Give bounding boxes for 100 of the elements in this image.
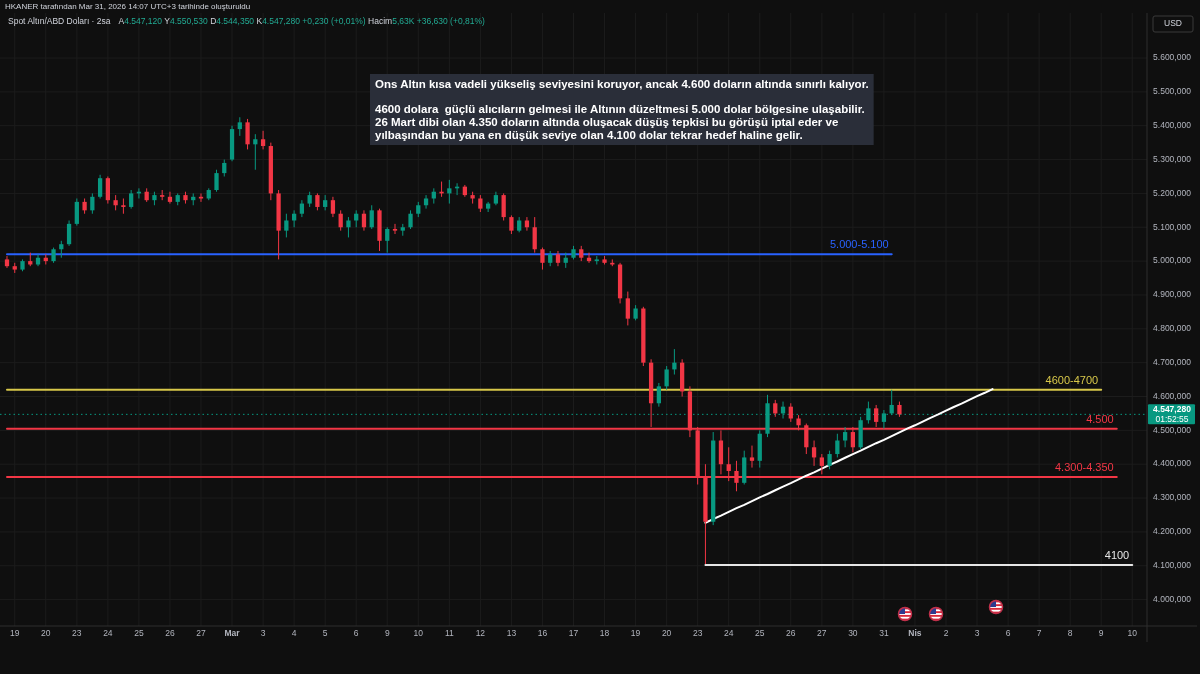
y-tick-label: 4.000,000: [1153, 593, 1192, 604]
line-series: [704, 388, 994, 524]
x-tick-label: 10: [1127, 628, 1138, 639]
x-tick-label: 26: [786, 628, 796, 639]
candlestick: [284, 213, 289, 238]
x-tick-label: 23: [692, 628, 703, 639]
text: A4.547,120 Y4.550,530 D4.544,350 K4.547,280 +0,230 (+0,01%) Hacim5,63K +36,630 (+0,81%): [118, 16, 485, 27]
y-tick-label: 4.700,000: [1153, 356, 1192, 367]
series-label: 4100: [1104, 549, 1130, 562]
candlestick: [214, 169, 219, 193]
y-tick-label: 4.800,000: [1153, 323, 1192, 334]
x-tick-label: 12: [475, 628, 486, 639]
candlestick: [392, 223, 398, 235]
candlestick: [835, 433, 840, 458]
candlestick: [385, 226, 390, 254]
candlestick: [369, 204, 374, 230]
series-label: 4.300-4.350: [1055, 461, 1114, 474]
y-tick-label: 4.200,000: [1153, 526, 1192, 537]
y-tick-label: 4.100,000: [1153, 560, 1192, 570]
y-tick-label: 5.300,000: [1153, 153, 1192, 164]
x-tick-label: 2: [943, 628, 949, 639]
candlestick: [672, 348, 677, 375]
candlestick: [330, 196, 336, 218]
x-tick-label: 23: [72, 628, 82, 639]
x-tick-label: 25: [134, 628, 144, 639]
x-tick-label: 4: [291, 628, 297, 639]
candlestick: [361, 209, 367, 232]
candlestick: [486, 201, 491, 213]
text: HKANER tarafından Mar 31, 2026 14:07 UTC+3 tarihinde oluşturuldu: [5, 2, 251, 12]
x-tick-label: 7: [1036, 628, 1042, 639]
y-tick-label: 5.500,000: [1153, 86, 1192, 97]
x-tick-label: 24: [723, 628, 734, 639]
x-tick-label: 30: [848, 628, 858, 639]
y-axis-title: USD: [1164, 18, 1182, 29]
candlestick: [66, 219, 72, 247]
y-tick-label: 5.000,000: [1153, 255, 1192, 266]
x-tick-label: 3: [260, 628, 266, 639]
x-tick-label: 19: [10, 628, 20, 639]
x-tick-label: 17: [568, 628, 579, 639]
candlestick: [532, 216, 537, 254]
chart-title: Spot Altın/ABD Doları · 2sa: [8, 16, 111, 27]
candlestick: [540, 247, 545, 271]
x-tick-label: 19: [630, 628, 641, 639]
x-tick-label: 24: [103, 628, 113, 639]
x-tick-label: 27: [817, 628, 827, 639]
candlestick: [408, 209, 413, 230]
candlestick: [167, 191, 173, 205]
x-tick-label: 10: [413, 628, 424, 639]
candlestick: [97, 174, 103, 199]
candlestick: [245, 118, 250, 150]
x-tick-label: 27: [196, 628, 206, 639]
candlestick: [524, 216, 530, 232]
candlestick: [788, 402, 793, 423]
x-tick-label: 9: [384, 628, 390, 639]
x-tick-label: 6: [353, 628, 359, 639]
candlestick: [338, 209, 343, 232]
candlestick: [656, 382, 661, 408]
series-label: 4600-4700: [1045, 373, 1099, 386]
candlestick: [105, 175, 111, 205]
ref-line-label: 4.547,280: [1153, 404, 1192, 415]
y-tick-label: 5.100,000: [1153, 221, 1192, 232]
x-tick-label: 3: [974, 628, 980, 639]
x-tick-label: 13: [506, 628, 517, 639]
x-tick-label: 26: [165, 628, 175, 639]
series-label: 5.000-5.100: [829, 238, 889, 251]
y-tick-label: 5.600,000: [1153, 52, 1192, 63]
candlestick: [749, 445, 755, 469]
candlestick: [625, 291, 630, 326]
y-tick-label: 5.200,000: [1153, 187, 1192, 198]
x-tick-label: 6: [1005, 628, 1011, 639]
x-tick-label: 20: [661, 628, 672, 639]
candlestick: [74, 197, 79, 227]
x-tick-label: 11: [444, 628, 455, 639]
x-tick-label: 5: [322, 628, 328, 639]
annotation: 4600 dolara güçlü alıcıların gelmesi ile Altının düzeltmesi 5.000 dolar bölgesine ulaşabilir. 26 Mart dibi olan 4.350 doların altında oluşacak düşüş tepkisi bu görüşü iptal eder ve yılbaşından bu yana en düşük seviye olan 4.100 dolar tekrar hedef haline gelir.: [375, 103, 865, 141]
candlestick: [447, 179, 452, 205]
series-label: 4.500: [1086, 412, 1114, 425]
x-tick-label: 20: [41, 628, 51, 639]
candlestick: [260, 130, 266, 150]
y-tick-label: 4.400,000: [1153, 458, 1192, 469]
x-tick-label: 9: [1098, 628, 1104, 639]
candlestick: [253, 133, 258, 171]
candlestick: [819, 453, 824, 475]
x-tick-label: 18: [599, 628, 610, 639]
y-tick-label: 4.900,000: [1153, 289, 1192, 300]
y-tick-label: 4.500,000: [1153, 424, 1192, 435]
candlestick: [811, 440, 817, 467]
candlestick: [827, 450, 832, 470]
candlestick: [664, 365, 669, 391]
x-tick-label: 25: [755, 628, 765, 639]
text: 01:52:55: [1155, 413, 1189, 424]
candlestick: [509, 214, 514, 235]
candlestick: [501, 192, 506, 221]
x-tick-label: Mar: [224, 628, 241, 639]
candlestick: [237, 116, 242, 137]
candlestick: [423, 194, 429, 210]
candlestick: [90, 192, 95, 215]
y-tick-label: 4.600,000: [1153, 390, 1192, 401]
x-tick-label: Nis: [908, 628, 922, 639]
candlestick: [129, 189, 134, 210]
